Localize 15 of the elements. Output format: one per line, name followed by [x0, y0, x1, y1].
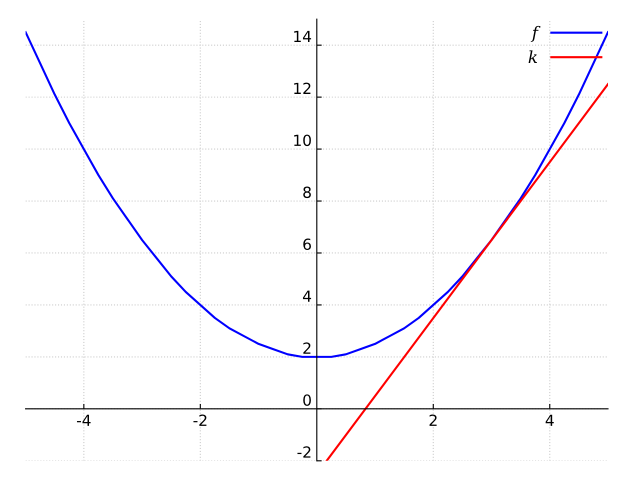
y-tick-label: 12 [294, 82, 310, 94]
y-tick-label: 4 [302, 290, 312, 302]
y-tick-label: 0 [303, 394, 311, 406]
x-tick-label: -2 [193, 414, 206, 426]
x-tick-label: -4 [76, 414, 91, 426]
y-tick-label: 2 [303, 342, 310, 354]
y-tick-label: 6 [303, 238, 311, 250]
y-tick-label: -2 [297, 446, 310, 458]
x-tick-label: 4 [546, 414, 554, 426]
x-tick-label: 2 [430, 414, 437, 426]
legend-label: k [528, 50, 538, 63]
y-tick-label: 14 [294, 30, 312, 42]
legend-label: f [530, 26, 540, 42]
y-tick-label: 10 [294, 134, 311, 146]
y-tick-label: 8 [303, 186, 311, 198]
